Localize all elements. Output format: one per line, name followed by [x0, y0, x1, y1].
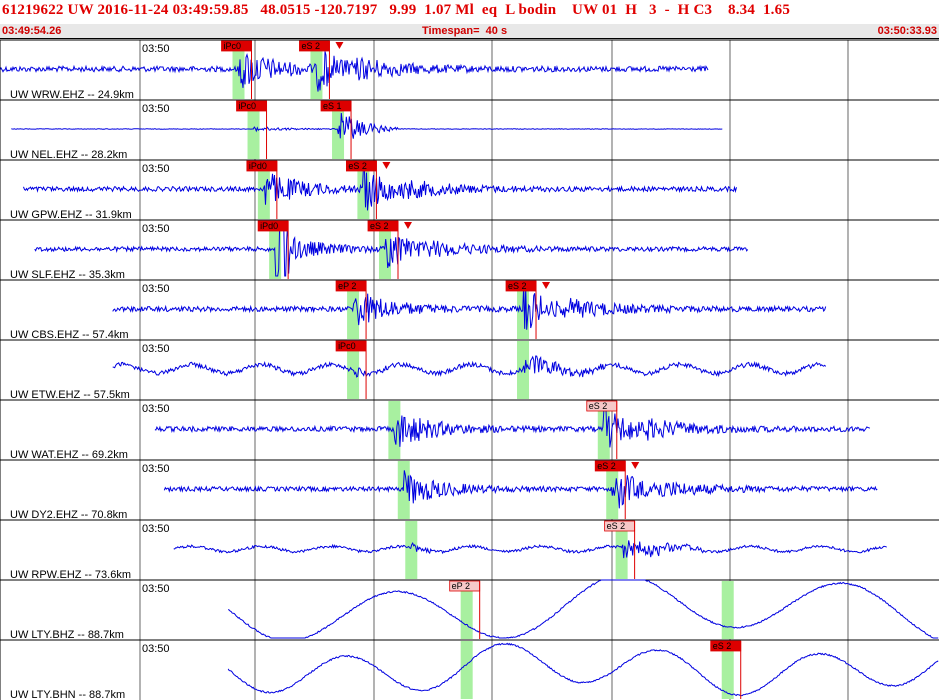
channel-label: UW RPW.EHZ -- 73.6km — [10, 569, 131, 581]
header-bar: 61219622 UW 2016-11-24 03:49:59.85 48.05… — [0, 0, 939, 24]
s-pick-label: eS 2 — [607, 521, 626, 531]
time-info-bar: 03:49:54.26 Timespan= 40 s 03:50:33.93 — [0, 24, 939, 39]
channel-label: UW LTY.BHN -- 88.7km — [10, 689, 125, 700]
s-pick-label: eS 2 — [589, 401, 608, 411]
p-pick-label: eP 2 — [452, 581, 470, 591]
time-tick-label: 03:50 — [142, 403, 170, 415]
s-window — [721, 581, 734, 639]
p-pick-label: iPd0 — [249, 161, 267, 171]
time-tick-label: 03:50 — [142, 163, 170, 175]
p-pick-label: iPc0 — [224, 41, 242, 51]
pick-arrow-icon — [403, 222, 412, 229]
channel-label: UW CBS.EHZ -- 57.4km — [10, 329, 129, 341]
channel-label: UW GPW.EHZ -- 31.9km — [10, 209, 132, 221]
start-time: 03:49:54.26 — [2, 25, 62, 37]
time-tick-label: 03:50 — [142, 223, 170, 235]
s-pick-label: eS 1 — [323, 101, 342, 111]
p-window — [460, 581, 473, 639]
waveform-trace[interactable] — [173, 540, 887, 559]
waveform-trace[interactable] — [23, 166, 737, 211]
time-tick-label: 03:50 — [142, 523, 170, 535]
waveform-trace[interactable] — [163, 470, 878, 509]
time-tick-label: 03:50 — [142, 283, 170, 295]
channel-label: UW NEL.EHZ -- 28.2km — [10, 149, 127, 161]
s-pick-label: eS 2 — [508, 281, 527, 291]
p-pick-label: iPc0 — [239, 101, 257, 111]
p-window — [257, 161, 270, 219]
waveform-trace[interactable] — [0, 51, 709, 92]
s-pick-label: eS 2 — [713, 641, 732, 651]
waveform-trace[interactable] — [34, 221, 749, 277]
time-tick-label: 03:50 — [142, 643, 170, 655]
waveform-trace[interactable] — [227, 642, 939, 697]
channel-label: UW WRW.EHZ -- 24.9km — [10, 89, 134, 101]
pick-arrow-icon — [542, 282, 551, 289]
channel-label: UW ETW.EHZ -- 57.5km — [10, 389, 130, 401]
waveform-trace[interactable] — [227, 579, 939, 639]
s-pick-label: eS 2 — [301, 41, 320, 51]
waveform-trace[interactable] — [11, 112, 723, 139]
time-tick-label: 03:50 — [142, 103, 170, 115]
waveform-trace[interactable] — [112, 355, 827, 378]
waveform-trace[interactable] — [154, 405, 871, 448]
time-tick-label: 03:50 — [142, 583, 170, 595]
pick-arrow-icon — [631, 462, 640, 469]
channel-label: UW DY2.EHZ -- 70.8km — [10, 509, 127, 521]
waveform-trace[interactable] — [112, 284, 827, 330]
pick-arrow-icon — [335, 42, 344, 49]
s-window — [721, 641, 734, 699]
channel-label: UW LTY.BHZ -- 88.7km — [10, 629, 124, 641]
p-pick-label: iPd0 — [260, 221, 278, 231]
s-window — [606, 461, 619, 519]
p-pick-label: eP 2 — [338, 281, 356, 291]
channel-label: UW SLF.EHZ -- 35.3km — [10, 269, 125, 281]
s-pick-label: eS 2 — [348, 161, 367, 171]
time-tick-label: 03:50 — [142, 463, 170, 475]
p-window — [388, 401, 401, 459]
s-pick-label: eS 2 — [370, 221, 389, 231]
pick-arrow-icon — [382, 162, 391, 169]
s-window — [615, 521, 628, 579]
timespan-label: Timespan= 40 s — [422, 25, 508, 37]
s-pick-label: eS 2 — [597, 461, 616, 471]
p-window — [460, 641, 473, 699]
p-window — [247, 101, 260, 159]
p-window — [405, 521, 418, 579]
end-time: 03:50:33.93 — [877, 25, 937, 37]
time-tick-label: 03:50 — [142, 43, 170, 55]
event-title: 61219622 UW 2016-11-24 03:49:59.85 48.05… — [2, 2, 791, 18]
s-window — [597, 401, 610, 459]
time-tick-label: 03:50 — [142, 343, 170, 355]
s-window — [517, 341, 530, 399]
p-pick-label: iPc0 — [338, 341, 356, 351]
channel-label: UW WAT.EHZ -- 69.2km — [10, 449, 128, 461]
